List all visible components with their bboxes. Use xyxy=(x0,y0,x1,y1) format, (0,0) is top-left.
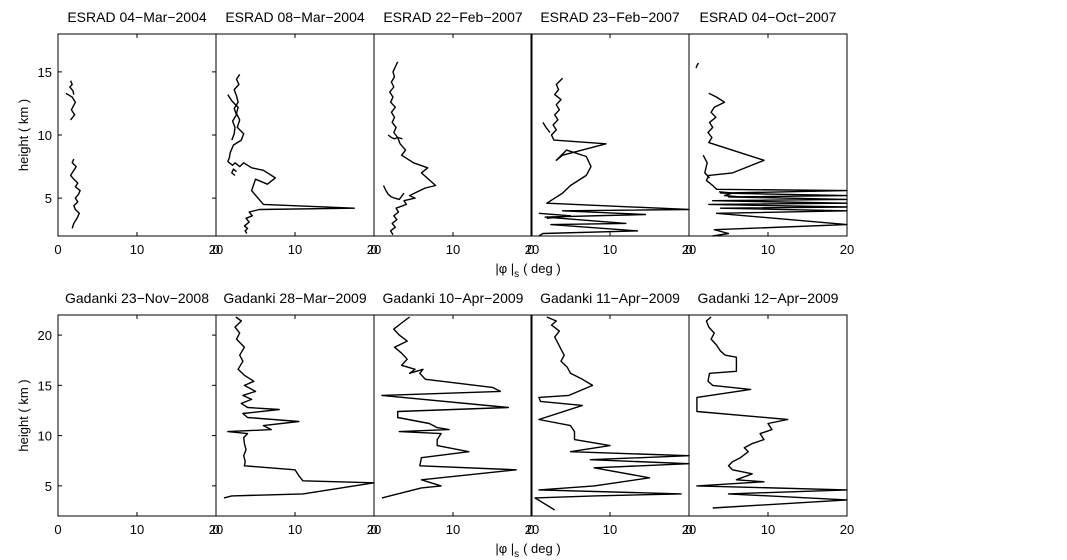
panel-title: Gadanki 23−Nov−2008 xyxy=(65,290,209,306)
profile-line xyxy=(538,77,690,237)
panel-title: ESRAD 23−Feb−2007 xyxy=(540,9,680,25)
profile-line xyxy=(223,316,375,499)
profile-line xyxy=(69,80,75,95)
profile-line xyxy=(227,94,355,234)
x-tick-label: 0 xyxy=(685,242,692,257)
x-tick-label: 10 xyxy=(446,522,460,537)
x-tick-label: 0 xyxy=(370,242,377,257)
x-tick-label: 0 xyxy=(212,522,219,537)
x-tick-label: 10 xyxy=(603,242,617,257)
panel-1: ESRAD 04−Mar−2004 0 10 20 5 10 15 height ( km ) xyxy=(16,9,223,257)
x-tick-label: 20 xyxy=(525,522,539,537)
x-tick-label: 0 xyxy=(54,242,61,257)
profile-line xyxy=(534,316,690,511)
profile-line xyxy=(702,154,711,179)
x-tick-label: 20 xyxy=(840,242,854,257)
x-tick-label: 10 xyxy=(130,242,144,257)
profile-line xyxy=(382,185,405,201)
panel-title: ESRAD 22−Feb−2007 xyxy=(383,9,523,25)
panel-title: Gadanki 12−Apr−2009 xyxy=(698,290,839,306)
y-tick-label: 20 xyxy=(38,328,52,343)
x-tick-label: 20 xyxy=(367,522,381,537)
x-tick-label: 0 xyxy=(212,242,219,257)
y-tick-label: 5 xyxy=(45,479,52,494)
profile-line xyxy=(231,168,237,176)
panel-title: ESRAD 04−Oct−2007 xyxy=(700,9,837,25)
panel-5: ESRAD 04−Oct−2007 0 10 20 xyxy=(685,9,854,257)
panel-9: Gadanki 11−Apr−2009 0 10 20 xyxy=(527,290,696,537)
x-tick-label: 0 xyxy=(685,522,692,537)
y-tick-label: 10 xyxy=(38,128,52,143)
y-axis-label: height ( km ) xyxy=(16,379,31,451)
x-tick-label: 0 xyxy=(370,522,377,537)
panel-title: ESRAD 04−Mar−2004 xyxy=(67,9,207,25)
profile-line xyxy=(387,134,403,140)
panel-title: Gadanki 10−Apr−2009 xyxy=(383,290,524,306)
profile-line xyxy=(381,316,517,499)
x-axis-label-bottom: |φ |s( deg ) xyxy=(495,541,560,560)
x-tick-label: 20 xyxy=(682,522,696,537)
panel-title: Gadanki 28−Mar−2009 xyxy=(223,290,366,306)
panel-3: ESRAD 22−Feb−2007 0 10 20 xyxy=(370,9,539,257)
panel-7: Gadanki 28−Mar−2009 0 10 20 xyxy=(212,290,381,537)
panel-10: Gadanki 12−Apr−2009 0 10 20 xyxy=(685,290,854,537)
axes-frame xyxy=(57,33,217,237)
panel-6: Gadanki 23−Nov−2008 0 10 20 5 10 15 20 height ( … xyxy=(16,290,223,537)
y-axis-label: height ( km ) xyxy=(16,99,31,171)
x-tick-label: 20 xyxy=(840,522,854,537)
x-tick-label: 10 xyxy=(288,242,302,257)
y-tick-label: 5 xyxy=(45,191,52,206)
y-tick-label: 15 xyxy=(38,65,52,80)
axes-frame xyxy=(373,33,533,237)
x-tick-label: 10 xyxy=(288,522,302,537)
profile-line xyxy=(718,191,741,198)
profile-line xyxy=(705,92,848,237)
y-tick-label: 10 xyxy=(38,429,52,444)
x-tick-label: 20 xyxy=(209,522,223,537)
panel-8: Gadanki 10−Apr−2009 0 10 20 xyxy=(370,290,539,537)
x-tick-label: 10 xyxy=(761,242,775,257)
panel-title: Gadanki 11−Apr−2009 xyxy=(540,290,680,306)
x-tick-label: 20 xyxy=(525,242,539,257)
x-tick-label: 20 xyxy=(682,242,696,257)
x-tick-label: 20 xyxy=(209,242,223,257)
x-tick-label: 10 xyxy=(130,522,144,537)
profile-line xyxy=(538,212,572,219)
x-tick-label: 10 xyxy=(446,242,460,257)
x-tick-label: 0 xyxy=(54,522,61,537)
x-axis-label-top: |φ |s( deg ) xyxy=(495,261,560,280)
axes-frame xyxy=(57,314,217,517)
x-tick-label: 20 xyxy=(367,242,381,257)
x-tick-label: 10 xyxy=(603,522,617,537)
axes-frame xyxy=(530,314,690,517)
profile-line xyxy=(696,316,848,509)
y-tick-label: 15 xyxy=(38,378,52,393)
x-tick-label: 10 xyxy=(761,522,775,537)
profile-line xyxy=(69,158,81,229)
panel-4: ESRAD 23−Feb−2007 0 10 20 xyxy=(527,9,696,257)
profile-line xyxy=(542,122,551,133)
panel-title: ESRAD 08−Mar−2004 xyxy=(225,9,365,25)
x-tick-label: 0 xyxy=(527,242,534,257)
profile-line xyxy=(695,62,700,69)
x-tick-label: 0 xyxy=(527,522,534,537)
profile-line xyxy=(389,61,437,236)
panel-2: ESRAD 08−Mar−2004 0 10 20 xyxy=(212,9,381,257)
profile-line xyxy=(65,92,77,121)
